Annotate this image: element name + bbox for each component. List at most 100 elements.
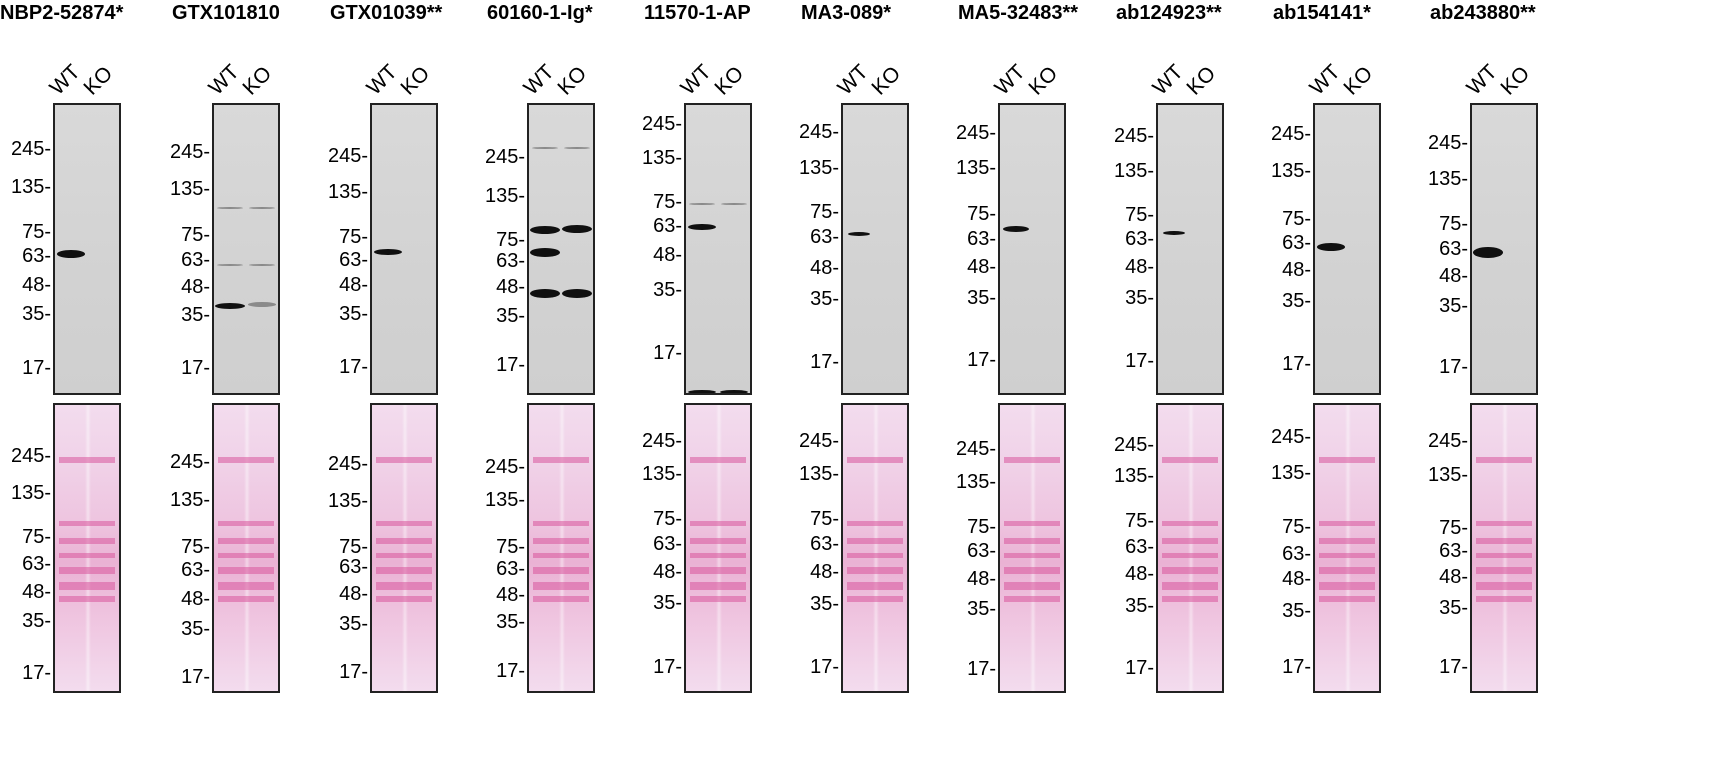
ponceau-band xyxy=(689,552,747,558)
ponceau-band xyxy=(532,457,590,464)
mw-marker-label: 48- xyxy=(653,561,682,583)
mw-marker-label: 35- xyxy=(1125,287,1154,309)
mw-marker-label: 245- xyxy=(798,121,839,143)
ponceau-band xyxy=(1003,567,1061,575)
protein-band xyxy=(374,249,402,255)
lane-label-wt: WT xyxy=(990,60,1030,100)
mw-marker-label: 48- xyxy=(653,244,682,266)
ponceau-band xyxy=(58,596,116,603)
ponceau-band xyxy=(846,567,904,575)
lane-label-ko: KO xyxy=(1496,61,1535,100)
protein-band xyxy=(529,226,561,234)
protein-band xyxy=(564,147,590,149)
mw-marker-label: 17- xyxy=(1282,353,1311,375)
western-blot-image xyxy=(1156,103,1224,395)
mw-marker-label: 75- xyxy=(22,221,51,243)
lane-label-ko: KO xyxy=(238,61,277,100)
lane-label-ko: KO xyxy=(710,61,749,100)
lane-label-wt: WT xyxy=(45,60,85,100)
mw-marker-label: 48- xyxy=(181,276,210,298)
mw-marker-label: 135- xyxy=(10,176,51,198)
lane-label-ko: KO xyxy=(553,61,592,100)
ponceau-band xyxy=(532,567,590,575)
mw-marker-label: 63- xyxy=(653,533,682,555)
mw-marker-label: 17- xyxy=(653,342,682,364)
ponceau-band xyxy=(1003,552,1061,558)
antibody-panel: ab154141* WT KO 245- 135- 75- 63- 48- 35- 17- 245-… xyxy=(1264,0,1424,761)
mw-marker-label: 35- xyxy=(1439,597,1468,619)
mw-marker-label: 63- xyxy=(181,559,210,581)
ponceau-stain-image xyxy=(1470,403,1538,693)
lane-label-wt: WT xyxy=(1305,60,1345,100)
mw-marker-label: 245- xyxy=(484,456,525,478)
mw-marker-label: 35- xyxy=(653,279,682,301)
mw-marker-label: 75- xyxy=(967,203,996,225)
mw-marker-label: 48- xyxy=(1439,265,1468,287)
mw-marker-label: 35- xyxy=(967,287,996,309)
mw-marker-label: 135- xyxy=(484,185,525,207)
mw-marker-label: 135- xyxy=(169,178,210,200)
mw-marker-label: 35- xyxy=(1125,595,1154,617)
ponceau-band xyxy=(375,538,433,545)
lane-label-ko: KO xyxy=(1182,61,1221,100)
protein-band xyxy=(249,207,275,209)
ponceau-band xyxy=(58,567,116,575)
antibody-panel: 60160-1-Ig* WT KO 245- 135- 75- 63- 48- 35- 17- 24… xyxy=(474,0,634,761)
antibody-panel: 11570-1-AP WT KO 245- 135- 75- 63- 48- 35- 17- 245… xyxy=(632,0,792,761)
mw-marker-label: 75- xyxy=(653,508,682,530)
ponceau-band xyxy=(1475,538,1533,545)
ponceau-band xyxy=(1318,538,1376,545)
ponceau-band xyxy=(217,596,275,603)
mw-marker-label: 48- xyxy=(22,581,51,603)
mw-marker-label: 75- xyxy=(1282,516,1311,538)
antibody-title: ab124923** xyxy=(1116,2,1222,24)
ponceau-band xyxy=(375,552,433,558)
ponceau-stain-image xyxy=(684,403,752,693)
mw-marker-label: 245- xyxy=(327,453,368,475)
ponceau-band xyxy=(1161,538,1219,545)
mw-marker-label: 245- xyxy=(641,430,682,452)
mw-marker-label: 245- xyxy=(1113,434,1154,456)
mw-marker-label: 35- xyxy=(339,303,368,325)
ponceau-band xyxy=(1003,538,1061,545)
ponceau-band xyxy=(1318,552,1376,558)
ponceau-band xyxy=(1003,581,1061,590)
western-blot-image xyxy=(53,103,121,395)
mw-marker-label: 63- xyxy=(1125,536,1154,558)
mw-marker-label: 35- xyxy=(810,593,839,615)
mw-marker-label: 75- xyxy=(496,536,525,558)
mw-marker-label: 245- xyxy=(798,430,839,452)
mw-marker-label: 75- xyxy=(967,516,996,538)
mw-marker-label: 17- xyxy=(967,349,996,371)
ponceau-band xyxy=(1475,596,1533,603)
mw-marker-label: 135- xyxy=(1427,168,1468,190)
western-blot-image xyxy=(684,103,752,395)
ponceau-band xyxy=(217,538,275,545)
ponceau-band xyxy=(1318,581,1376,590)
mw-marker-label: 245- xyxy=(1270,426,1311,448)
ponceau-band xyxy=(1003,596,1061,603)
lane-label-wt: WT xyxy=(362,60,402,100)
mw-marker-label: 75- xyxy=(181,224,210,246)
ponceau-band xyxy=(532,596,590,603)
ponceau-band xyxy=(58,457,116,464)
protein-band xyxy=(561,289,593,298)
western-blot-image xyxy=(1313,103,1381,395)
ponceau-band xyxy=(1475,552,1533,558)
mw-marker-label: 63- xyxy=(653,215,682,237)
mw-marker-label: 63- xyxy=(1439,540,1468,562)
mw-marker-label: 35- xyxy=(496,611,525,633)
mw-marker-label: 35- xyxy=(653,592,682,614)
ponceau-band xyxy=(846,581,904,590)
protein-band xyxy=(1316,243,1346,251)
mw-marker-label: 35- xyxy=(496,305,525,327)
mw-marker-label: 245- xyxy=(1270,123,1311,145)
ponceau-stain-image xyxy=(370,403,438,693)
ponceau-band xyxy=(1318,596,1376,603)
mw-marker-label: 17- xyxy=(22,357,51,379)
ponceau-band xyxy=(1161,596,1219,603)
lane-label-ko: KO xyxy=(867,61,906,100)
mw-marker-label: 63- xyxy=(1125,228,1154,250)
lane-label-wt: WT xyxy=(1462,60,1502,100)
mw-marker-label: 135- xyxy=(10,482,51,504)
